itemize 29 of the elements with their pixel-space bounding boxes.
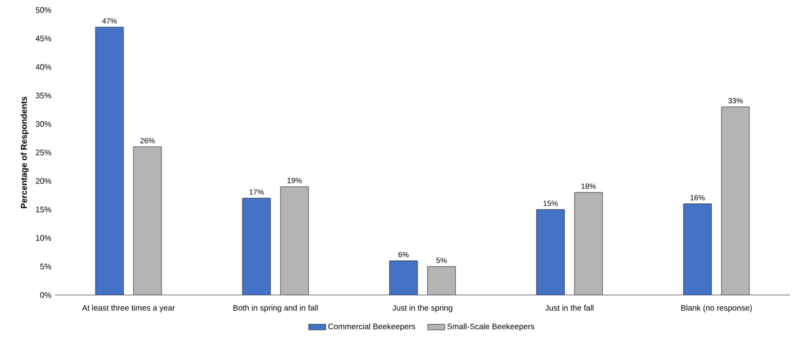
legend-label: Small-Scale Beekeepers bbox=[447, 323, 534, 331]
y-tick-label: 40% bbox=[36, 64, 52, 70]
y-tick-label: 50% bbox=[36, 7, 52, 13]
bar bbox=[280, 186, 308, 295]
bar bbox=[390, 260, 418, 295]
bar bbox=[536, 210, 564, 295]
y-tick-label: 30% bbox=[36, 121, 52, 127]
bar bbox=[242, 198, 270, 295]
y-tick-label: 35% bbox=[36, 92, 52, 98]
bar bbox=[96, 27, 124, 295]
y-tick-label: 10% bbox=[36, 235, 52, 241]
y-tick-label: 5% bbox=[40, 264, 52, 270]
y-tick-label: 0% bbox=[40, 292, 52, 298]
x-tick-label: Just in the spring bbox=[392, 304, 452, 312]
bar bbox=[134, 146, 162, 295]
x-tick-label: Both in spring and in fall bbox=[233, 304, 318, 312]
y-tick-label: 45% bbox=[36, 36, 52, 42]
x-tick-label: Just in the fall bbox=[545, 304, 594, 311]
y-tick-label: 25% bbox=[36, 150, 52, 156]
y-tick-label: 20% bbox=[36, 178, 52, 184]
x-tick-label: At least three times a year bbox=[82, 304, 175, 312]
bar bbox=[574, 192, 602, 295]
y-axis-title: Percentage of Respondents bbox=[20, 96, 29, 208]
bar bbox=[721, 106, 750, 295]
bar bbox=[428, 266, 456, 295]
legend-label: Commercial Beekeepers bbox=[328, 323, 416, 331]
y-tick-label: 15% bbox=[36, 206, 52, 212]
x-tick-label: Blank (no response) bbox=[681, 304, 752, 312]
bar bbox=[683, 204, 712, 295]
